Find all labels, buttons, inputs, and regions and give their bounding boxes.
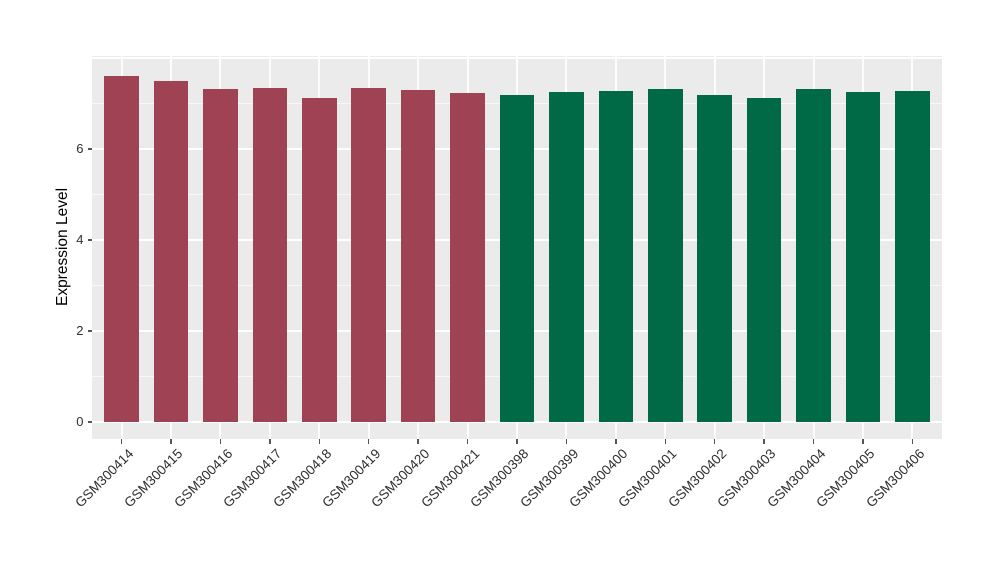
plot-area xyxy=(92,56,942,439)
x-tick-mark-GSM300400 xyxy=(615,439,617,444)
x-tick-mark-GSM300404 xyxy=(812,439,815,444)
bar-GSM300418 xyxy=(302,97,337,422)
bar-GSM300420 xyxy=(400,89,436,422)
bar-GSM300404 xyxy=(796,88,831,422)
x-tick-mark-GSM300417 xyxy=(269,439,271,444)
y-tick-mark-6 xyxy=(87,148,92,150)
bar-GSM300403 xyxy=(746,98,782,422)
y-tick-label-4: 4 xyxy=(76,232,84,247)
y-tick-mark-2 xyxy=(87,330,92,332)
x-tick-mark-GSM300421 xyxy=(466,439,469,444)
y-tick-label-0: 0 xyxy=(76,414,84,429)
bar-GSM300415 xyxy=(153,81,189,422)
bar-GSM300398 xyxy=(499,95,535,422)
x-tick-mark-GSM300405 xyxy=(862,439,864,444)
bar-GSM300419 xyxy=(351,88,387,422)
bar-GSM300405 xyxy=(845,91,881,422)
bar-GSM300417 xyxy=(252,88,288,422)
x-tick-mark-GSM300402 xyxy=(713,439,716,444)
x-tick-mark-GSM300419 xyxy=(368,439,370,444)
x-tick-mark-GSM300406 xyxy=(911,439,914,444)
x-tick-mark-GSM300399 xyxy=(565,439,568,444)
bar-GSM300401 xyxy=(647,88,683,422)
x-tick-mark-GSM300403 xyxy=(763,439,765,444)
x-tick-mark-GSM300415 xyxy=(170,439,172,444)
x-tick-mark-GSM300401 xyxy=(664,439,666,444)
x-tick-mark-GSM300416 xyxy=(219,439,222,444)
bar-GSM300421 xyxy=(450,93,485,422)
y-tick-label-2: 2 xyxy=(76,323,84,338)
bar-GSM300402 xyxy=(697,94,732,422)
x-tick-mark-GSM300420 xyxy=(417,439,419,444)
bar-GSM300399 xyxy=(549,91,584,422)
bar-GSM300414 xyxy=(104,76,139,422)
x-tick-mark-GSM300414 xyxy=(120,439,123,444)
bar-GSM300416 xyxy=(203,88,238,422)
x-tick-mark-GSM300418 xyxy=(318,439,321,444)
y-tick-mark-0 xyxy=(87,421,92,423)
x-tick-mark-GSM300398 xyxy=(516,439,518,444)
y-tick-mark-4 xyxy=(87,239,92,241)
y-tick-label-6: 6 xyxy=(76,141,84,156)
bar-GSM300406 xyxy=(895,91,930,422)
bar-GSM300400 xyxy=(598,91,634,422)
